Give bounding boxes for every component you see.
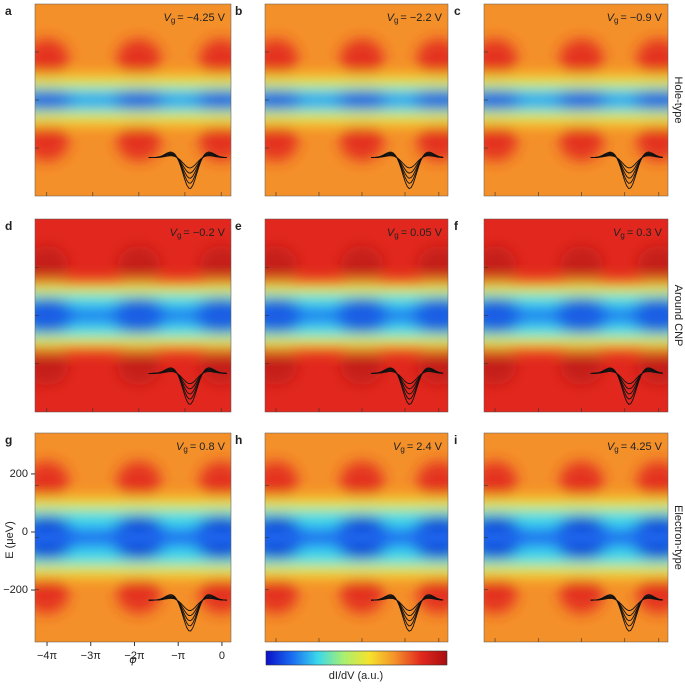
- heatmap-panel: [484, 433, 668, 642]
- heatmap-panel: [265, 4, 448, 196]
- inset-spectrum: [590, 594, 663, 632]
- gate-voltage: Vg = 0.05 V: [387, 227, 443, 240]
- panel-label: a: [5, 4, 12, 18]
- heatmap-panel: [484, 4, 668, 196]
- panel-label: c: [454, 4, 461, 18]
- panel-label: g: [5, 433, 12, 447]
- inset-spectrum: [148, 367, 227, 405]
- panel-label: f: [454, 219, 459, 233]
- heatmap-panel: [484, 219, 668, 412]
- y-tick-label: −200: [3, 584, 28, 596]
- row-label: Electron-type: [672, 505, 684, 570]
- x-tick-label: −π: [171, 650, 185, 662]
- x-tick-label: 0: [219, 650, 225, 662]
- gate-voltage: Vg = −0.9 V: [607, 12, 663, 25]
- panel-label: b: [235, 4, 242, 18]
- inset-spectrum: [148, 151, 227, 189]
- x-tick-label: −2π: [124, 650, 145, 662]
- gate-voltage: Vg = −2.2 V: [387, 12, 443, 25]
- heatmap-panel: [35, 433, 231, 642]
- colorbar: [265, 650, 448, 666]
- y-tick-label: 0: [22, 526, 28, 538]
- x-axis-label: φ: [129, 654, 136, 666]
- panel-label: h: [235, 433, 242, 447]
- inset-spectrum: [148, 594, 227, 632]
- x-tick-label: −3π: [81, 650, 102, 662]
- inset-spectrum: [590, 367, 663, 405]
- inset-spectrum: [590, 151, 663, 190]
- heatmap-panel: [265, 433, 448, 642]
- inset-spectrum: [371, 594, 444, 632]
- gate-voltage: Vg = 0.3 V: [613, 227, 663, 240]
- y-tick-label: 200: [10, 468, 28, 480]
- gate-voltage: Vg = 2.4 V: [393, 441, 443, 454]
- inset-spectrum: [371, 151, 444, 190]
- inset-spectrum: [371, 367, 444, 405]
- gate-voltage: Vg = 4.25 V: [607, 441, 663, 454]
- heatmap-panel: [35, 4, 231, 196]
- colorbar-label: dI/dV (a.u.): [329, 670, 383, 682]
- heatmap-panel: [265, 219, 448, 412]
- panel-label: i: [454, 433, 457, 447]
- panel-label: e: [235, 219, 242, 233]
- x-tick-label: −4π: [37, 650, 58, 662]
- row-label: Hole-type: [672, 76, 684, 123]
- y-axis-label: E (μeV): [4, 521, 16, 559]
- row-label: Around CNP: [672, 285, 684, 347]
- inset-spectrum: [371, 596, 444, 617]
- heatmap-panel: [35, 219, 231, 412]
- inset-spectrum: [371, 154, 444, 174]
- gate-voltage: Vg = −4.25 V: [163, 12, 225, 25]
- gate-voltage: Vg = 0.8 V: [176, 441, 226, 454]
- inset-spectrum: [371, 370, 444, 390]
- panel-label: d: [5, 219, 12, 233]
- gate-voltage: Vg = −0.2 V: [170, 227, 226, 240]
